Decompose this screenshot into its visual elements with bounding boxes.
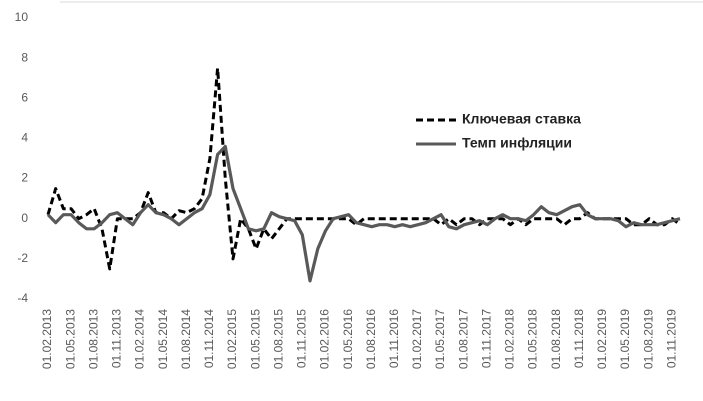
y-tick-label: 10 [15, 10, 29, 24]
y-tick-label: 4 [21, 131, 28, 145]
x-tick-label: 01.05.2014 [156, 309, 170, 369]
x-tick-label: 01.05.2019 [618, 309, 632, 369]
x-tick-label: 01.11.2018 [572, 309, 586, 368]
x-tick-label: 01.08.2013 [86, 309, 100, 369]
legend-label: Темп инфляции [462, 135, 572, 151]
x-tick-label: 01.02.2019 [595, 309, 609, 369]
x-tick-label: 01.08.2018 [549, 309, 563, 369]
x-tick-label: 01.05.2018 [526, 309, 540, 369]
x-tick-label: 01.05.2015 [248, 309, 262, 369]
x-tick-label: 01.02.2014 [133, 309, 147, 369]
x-tick-label: 01.08.2014 [179, 309, 193, 369]
y-tick-label: 2 [21, 171, 28, 185]
x-tick-label: 01.02.2013 [40, 309, 54, 369]
x-tick-label: 01.08.2017 [456, 309, 470, 369]
y-tick-label: -4 [17, 291, 28, 305]
x-tick-label: 01.11.2015 [295, 309, 309, 368]
x-tick-label: 01.11.2019 [664, 309, 678, 368]
x-tick-label: 01.02.2016 [318, 309, 332, 369]
x-tick-label: 01.08.2016 [364, 309, 378, 369]
x-tick-label: 01.11.2013 [110, 309, 124, 368]
series-line [46, 144, 681, 283]
x-tick-label: 01.05.2013 [63, 309, 77, 369]
x-tick-label: 01.11.2017 [479, 309, 493, 368]
y-tick-label: 0 [21, 211, 28, 225]
x-tick-label: 01.02.2015 [225, 309, 239, 369]
x-tick-label: 01.02.2018 [503, 309, 517, 369]
x-tick-label: 01.05.2017 [433, 309, 447, 369]
x-tick-label: 01.11.2014 [202, 309, 216, 368]
y-tick-label: 8 [21, 50, 28, 64]
x-tick-label: 01.08.2019 [641, 309, 655, 369]
y-tick-label: 6 [21, 90, 28, 104]
x-tick-label: 01.11.2016 [387, 309, 401, 368]
y-tick-label: -2 [17, 251, 28, 265]
x-tick-label: 01.05.2016 [341, 309, 355, 369]
legend-label: Ключевая ставка [462, 111, 581, 127]
series-line [46, 66, 681, 271]
x-tick-label: 01.08.2015 [271, 309, 285, 369]
x-tick-label: 01.02.2017 [410, 309, 424, 369]
